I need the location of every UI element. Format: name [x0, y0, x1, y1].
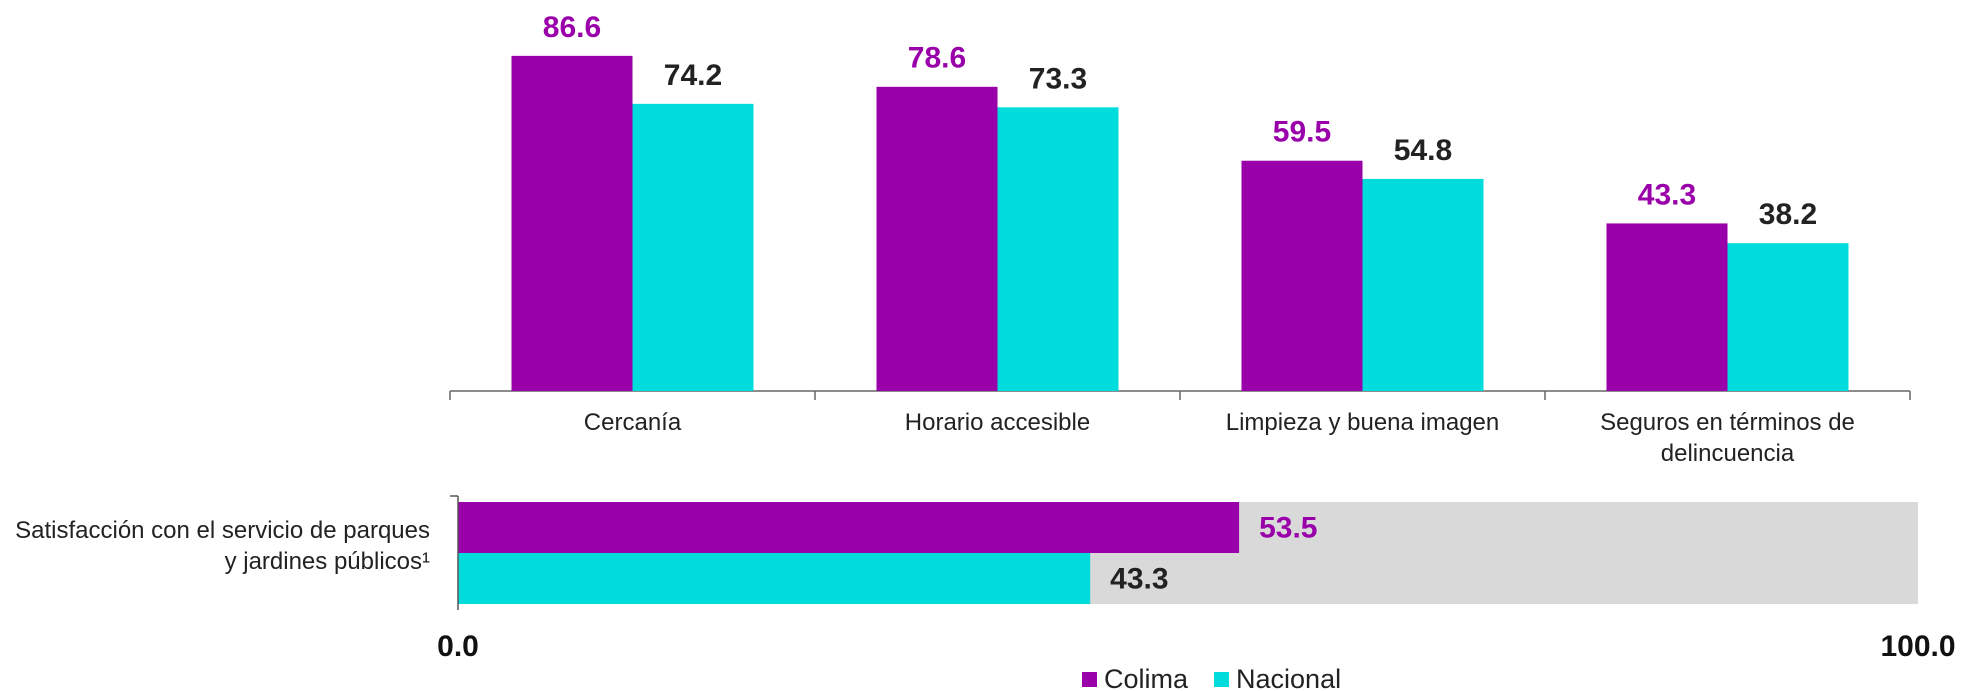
y-tick-label: Satisfacción con el servicio de parques … — [15, 517, 430, 575]
x-tick-label: Limpieza y buena imagen — [1225, 409, 1500, 436]
bar — [1241, 160, 1363, 391]
value-label: 43.3 — [1110, 562, 1168, 595]
value-label: 59.5 — [1273, 116, 1331, 149]
x-tick-label: Horario accesible — [904, 409, 1091, 436]
legend-label: Nacional — [1236, 664, 1341, 691]
x-tick-label: 0.0 — [437, 630, 479, 663]
value-label: 78.6 — [908, 42, 966, 75]
bar — [997, 107, 1119, 391]
bar — [1362, 178, 1484, 391]
x-tick-label: 100.0 — [1880, 630, 1955, 663]
bar — [458, 553, 1091, 604]
legend-swatch — [1082, 672, 1097, 687]
bar — [511, 55, 633, 391]
bar — [1606, 223, 1728, 391]
bar — [632, 103, 754, 391]
legend-label: Colima — [1104, 664, 1189, 691]
value-label: 73.3 — [1029, 62, 1087, 95]
x-tick-label: Cercanía — [583, 409, 682, 436]
value-label: 43.3 — [1638, 178, 1696, 211]
value-label: 53.5 — [1259, 511, 1317, 544]
value-label: 86.6 — [543, 11, 601, 44]
value-label: 38.2 — [1759, 198, 1817, 231]
bar — [1727, 243, 1849, 391]
x-tick-label: Seguros en términos de delincuencia — [1600, 409, 1855, 467]
legend-swatch — [1214, 672, 1230, 687]
bar — [458, 502, 1240, 553]
bar — [876, 86, 998, 392]
value-label: 74.2 — [664, 59, 722, 92]
value-label: 54.8 — [1394, 134, 1452, 167]
